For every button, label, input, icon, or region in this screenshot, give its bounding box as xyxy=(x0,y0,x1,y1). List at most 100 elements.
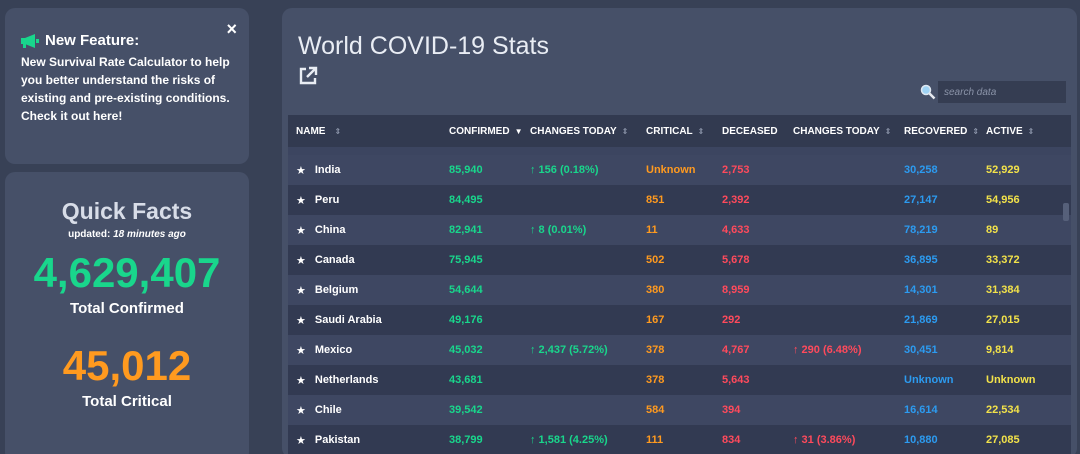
quick-facts-title: Quick Facts xyxy=(61,198,193,224)
confirmed-cell: 45,032 xyxy=(449,344,483,356)
country-name: ★ Netherlands xyxy=(288,374,443,387)
total-confirmed-label: Total Confirmed xyxy=(70,300,184,317)
country-name: ★ India xyxy=(288,164,443,177)
col-header-label: RECOVERED xyxy=(904,125,968,137)
active-cell: 33,372 xyxy=(986,254,1020,266)
country-name: ★ Peru xyxy=(288,194,443,207)
confirmed-cell: 85,940 xyxy=(449,164,483,176)
deceased-cell: 834 xyxy=(722,434,741,446)
sort-icon: ⇕ xyxy=(334,126,342,136)
confirmed-cell: 54,644 xyxy=(449,284,483,296)
confirmed-change-cell: ↑ 156 (0.18%) xyxy=(530,164,599,176)
active-cell: 22,534 xyxy=(986,404,1020,416)
active-cell: Unknown xyxy=(986,374,1036,386)
col-header-recovered[interactable]: RECOVERED ⇕ xyxy=(902,126,982,137)
col-header-label: NAME xyxy=(296,125,326,137)
critical-cell: 380 xyxy=(646,284,665,296)
confirmed-change-cell: ↑ 2,437 (5.72%) xyxy=(530,344,608,356)
col-header-deceased[interactable]: DECEASED xyxy=(718,126,789,137)
feature-title-row: New Feature: xyxy=(21,32,235,49)
active-cell: 89 xyxy=(986,224,999,236)
table-row[interactable]: ★ Canada 75,945 502 5,678 36,895 33,372 xyxy=(288,245,1071,275)
country-name-text: India xyxy=(314,164,341,176)
updated-timestamp: updated: 18 minutes ago xyxy=(5,229,249,240)
col-header-confirmed[interactable]: CONFIRMED ▼ xyxy=(443,126,526,137)
quick-facts-card: Quick Facts updated: 18 minutes ago 4,62… xyxy=(5,172,249,454)
favorite-star-icon[interactable]: ★ xyxy=(296,314,306,327)
table-row[interactable]: ★ Mexico 45,032 ↑ 2,437 (5.72%) 378 4,767 ↑ 29… xyxy=(288,335,1071,365)
table-row[interactable]: ★ Netherlands 43,681 378 5,643 Unknown Unknown xyxy=(288,365,1071,395)
table-row[interactable]: ★ India 85,940 ↑ 156 (0.18%) Unknown 2,753 30,… xyxy=(288,155,1071,185)
deceased-cell: 4,633 xyxy=(722,224,750,236)
col-header-changes-today-confirmed[interactable]: CHANGES TODAY ⇕ xyxy=(526,126,638,137)
deceased-change-cell: ↑ 31 (3.86%) xyxy=(793,434,856,446)
recovered-cell: 16,614 xyxy=(904,404,938,416)
search-input[interactable] xyxy=(938,81,1066,103)
table-row[interactable]: ★ Belgium 54,644 380 8,959 14,301 31,384 xyxy=(288,275,1071,305)
recovered-cell: 30,258 xyxy=(904,164,938,176)
close-icon[interactable]: × xyxy=(226,19,237,39)
active-cell: 31,384 xyxy=(986,284,1020,296)
col-header-active[interactable]: ACTIVE ⇕ xyxy=(982,126,1052,137)
table-row[interactable]: ★ Saudi Arabia 49,176 167 292 21,869 27,015 xyxy=(288,305,1071,335)
confirmed-cell: 49,176 xyxy=(449,314,483,326)
country-name-text: Netherlands xyxy=(314,374,379,386)
recovered-cell: 21,869 xyxy=(904,314,938,326)
favorite-star-icon[interactable]: ★ xyxy=(296,404,306,417)
sort-icon: ⇕ xyxy=(621,126,629,136)
table-body: ★ India 85,940 ↑ 156 (0.18%) Unknown 2,753 30,… xyxy=(288,155,1071,454)
table-row[interactable]: ★ China 82,941 ↑ 8 (0.01%) 11 4,633 78,219 89 xyxy=(288,215,1071,245)
country-name-text: Chile xyxy=(314,404,342,416)
favorite-star-icon[interactable]: ★ xyxy=(296,254,306,267)
confirmed-cell: 84,495 xyxy=(449,194,483,206)
deceased-cell: 292 xyxy=(722,314,741,326)
table-row[interactable]: ★ Peru 84,495 851 2,392 27,147 54,956 xyxy=(288,185,1071,215)
table-rows: ★ India 85,940 ↑ 156 (0.18%) Unknown 2,753 30,… xyxy=(288,155,1071,454)
critical-cell: 584 xyxy=(646,404,665,416)
favorite-star-icon[interactable]: ★ xyxy=(296,284,306,297)
country-name: ★ Saudi Arabia xyxy=(288,314,443,327)
deceased-cell: 2,753 xyxy=(722,164,750,176)
country-name: ★ Canada xyxy=(288,254,443,267)
critical-cell: 11 xyxy=(646,224,658,236)
recovered-cell: 27,147 xyxy=(904,194,938,206)
country-name-text: China xyxy=(314,224,346,236)
active-cell: 52,929 xyxy=(986,164,1020,176)
table-row[interactable]: ★ Chile 39,542 584 394 16,614 22,534 xyxy=(288,395,1071,425)
favorite-star-icon[interactable]: ★ xyxy=(296,194,306,207)
recovered-cell: 78,219 xyxy=(904,224,938,236)
active-cell: 27,015 xyxy=(986,314,1020,326)
feature-body-text: New Survival Rate Calculator to help you… xyxy=(21,55,230,105)
favorite-star-icon[interactable]: ★ xyxy=(296,224,306,237)
critical-cell: 111 xyxy=(646,434,664,446)
col-header-label: ACTIVE xyxy=(986,125,1023,137)
favorite-star-icon[interactable]: ★ xyxy=(296,344,306,357)
search-icon xyxy=(920,84,936,100)
scrollbar[interactable] xyxy=(1063,203,1069,221)
col-header-changes-today-deceased[interactable]: CHANGES TODAY ⇕ xyxy=(789,126,902,137)
confirmed-cell: 82,941 xyxy=(449,224,483,236)
col-header-critical[interactable]: CRITICAL ⇕ xyxy=(638,126,718,137)
sort-desc-icon: ▼ xyxy=(514,126,523,136)
critical-cell: 378 xyxy=(646,374,665,386)
updated-value: 18 minutes ago xyxy=(113,229,186,240)
col-header-label: CONFIRMED xyxy=(449,125,510,137)
new-feature-card: × New Feature: New Survival Rate Calcula… xyxy=(5,8,249,164)
sort-icon: ⇕ xyxy=(884,126,892,136)
table-row[interactable]: ★ Pakistan 38,799 ↑ 1,581 (4.25%) 111 834 ↑ 31… xyxy=(288,425,1071,454)
active-cell: 9,814 xyxy=(986,344,1014,356)
recovered-cell: 30,451 xyxy=(904,344,938,356)
critical-cell: Unknown xyxy=(646,164,696,176)
feature-link[interactable]: Check it out here! xyxy=(21,109,123,123)
col-header-name[interactable]: NAME ⇕ xyxy=(288,126,443,137)
recovered-cell: Unknown xyxy=(904,374,954,386)
col-header-label: CHANGES TODAY xyxy=(793,125,880,137)
deceased-cell: 2,392 xyxy=(722,194,750,206)
external-link-icon[interactable] xyxy=(298,66,318,86)
favorite-star-icon[interactable]: ★ xyxy=(296,164,306,177)
total-confirmed-value: 4,629,407 xyxy=(33,249,221,296)
favorite-star-icon[interactable]: ★ xyxy=(296,434,306,447)
favorite-star-icon[interactable]: ★ xyxy=(296,374,306,387)
deceased-cell: 394 xyxy=(722,404,741,416)
deceased-cell: 5,678 xyxy=(722,254,750,266)
